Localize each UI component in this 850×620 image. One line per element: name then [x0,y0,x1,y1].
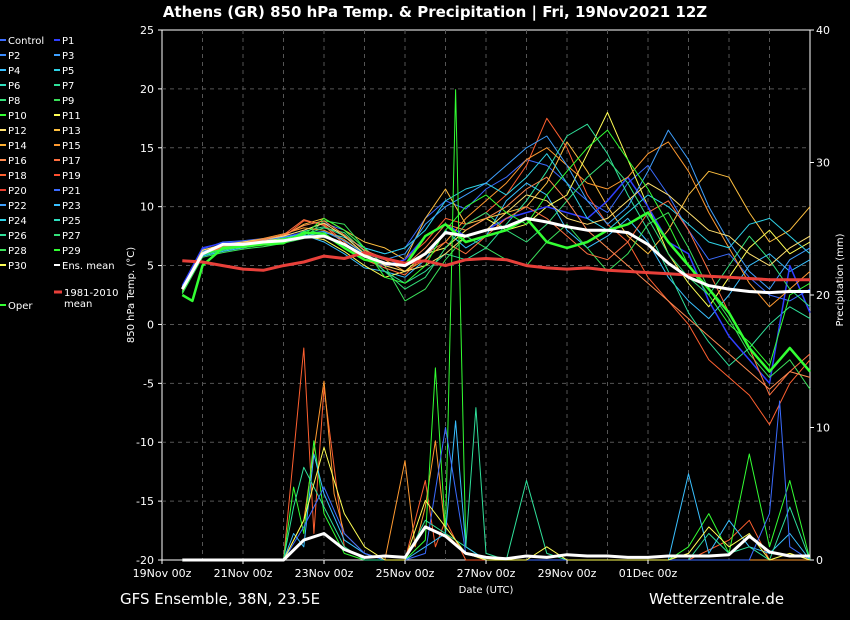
legend-label: Oper [8,301,33,312]
x-tick-label: 29Nov 00z [538,567,597,580]
y-tick-label: -20 [136,554,154,567]
x-tick-label: 21Nov 00z [214,567,273,580]
legend: Control P1 P2 P3 P4 P5 P6 P7 P8 P9 P10 P11 P12 P13 P14… [0,36,119,312]
y-tick-label: 5 [147,260,154,273]
legend-label: P18 [8,171,27,182]
chart-title: Athens (GR) 850 hPa Temp. & Precipitatio… [163,3,707,22]
legend-label: P13 [62,126,81,137]
y-tick-label: -10 [136,436,154,449]
legend-label: P25 [62,216,81,227]
legend-label: P3 [62,51,74,62]
legend-label: P7 [62,81,74,92]
legend-label: P8 [8,96,20,107]
legend-label: P28 [8,246,27,257]
legend-label: 1981-2010 [64,288,119,299]
footer-brand: Wetterzentrale.de [649,590,784,608]
legend-label: P4 [8,66,20,77]
legend-label: P20 [8,186,27,197]
grid-lines [162,30,810,560]
y-tick-label: -15 [136,495,154,508]
x-axis-label: Date (UTC) [459,585,514,596]
y2-axis-label: Precipitation (mm) [835,233,846,326]
legend-label: P29 [62,246,81,257]
y-tick-label: 0 [147,318,154,331]
legend-label: P27 [62,231,81,242]
legend-label: P17 [62,156,81,167]
y-axis-label: 850 hPa Temp. (°C) [126,247,137,343]
y-tick-label: 20 [140,83,154,96]
y-tick-label: 25 [140,24,154,37]
series-layer [180,89,811,562]
legend-label: P16 [8,156,27,167]
legend-label: P2 [8,51,20,62]
legend-label: P23 [62,201,81,212]
legend-label: P19 [62,171,81,182]
legend-label: P21 [62,186,81,197]
legend-label: Ens. mean [62,261,115,272]
legend-label: P24 [8,216,27,227]
legend-label: Control [8,36,44,47]
series-line-member-14 [181,182,811,289]
series-line-ens-mean [180,216,810,295]
y-axis-right-ticks: 40 30 20 10 0 [810,24,830,567]
series-line-1981-2010-mean [182,251,810,282]
x-tick-label: 01Dec 00z [619,567,678,580]
x-axis-ticks: 19Nov 00z 21Nov 00z 23Nov 00z 25Nov 00z 27No… [133,560,678,580]
series-line-precip-member-5 [182,407,811,561]
series-line-member-12 [181,129,811,290]
y-tick-label: 10 [140,201,154,214]
y2-tick-label: 10 [816,422,830,435]
series-line-member-15 [181,129,811,367]
series-line-ens-mean-precipitation [182,525,810,562]
legend-label: P15 [62,141,81,152]
legend-label: P6 [8,81,20,92]
series-line-precip-member-7 [182,446,811,561]
y2-tick-label: 30 [816,157,830,170]
series-line-member-16 [181,176,811,390]
legend-label: P11 [62,111,81,122]
x-tick-label: 23Nov 00z [295,567,354,580]
legend-label: P30 [8,261,27,272]
y2-tick-label: 0 [816,554,823,567]
legend-label: P1 [62,36,74,47]
footer-model: GFS Ensemble, 38N, 23.5E [120,590,320,608]
y2-tick-label: 20 [816,289,830,302]
legend-label: P14 [8,141,27,152]
legend-label: P9 [62,96,74,107]
legend-label: P10 [8,111,27,122]
y-axis-left-ticks: 25 20 15 10 5 0 -5 -10 -15 -20 [136,24,162,567]
y-tick-label: 15 [140,142,154,155]
legend-label: P26 [8,231,27,242]
legend-label-continued: mean [64,299,92,310]
legend-label: P22 [8,201,27,212]
y2-tick-label: 40 [816,24,830,37]
legend-label: P5 [62,66,74,77]
y-tick-label: -5 [143,377,154,390]
x-tick-label: 19Nov 00z [133,567,192,580]
legend-label: P12 [8,126,27,137]
x-tick-label: 27Nov 00z [457,567,516,580]
x-tick-label: 25Nov 00z [376,567,435,580]
